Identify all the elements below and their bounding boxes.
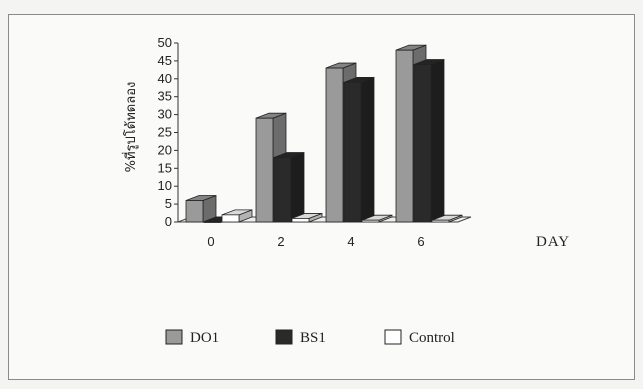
bar-do1-0	[185, 194, 217, 223]
bar-front	[431, 219, 450, 223]
x-tick-label: 0	[207, 234, 214, 249]
y-tick-label: 10	[158, 178, 172, 193]
legend-label: Control	[409, 330, 455, 346]
bar-bs1-4	[343, 76, 375, 223]
bar-front	[221, 214, 240, 223]
bar-front	[291, 218, 310, 223]
y-tick-label: 30	[158, 107, 172, 122]
y-tick-label: 35	[158, 89, 172, 104]
bar-control-2	[291, 212, 323, 223]
bar-front	[325, 67, 344, 223]
y-tick-label: 0	[165, 214, 172, 229]
x-tick-label: 2	[277, 234, 284, 249]
bar-side	[430, 58, 445, 223]
legend-item-bs1: BS1	[275, 329, 326, 346]
bar-front	[273, 157, 292, 223]
bar-front	[343, 81, 362, 223]
y-axis-label: %ที่รูปโด้ทดลอง	[122, 82, 139, 173]
x-axis: 0 2 4 6	[207, 234, 424, 249]
legend-item-do1: DO1	[165, 329, 219, 346]
y-tick-label: 25	[158, 125, 172, 140]
x-tick-label: 4	[347, 234, 354, 249]
bar-do1-2	[255, 112, 287, 223]
x-axis-label: DAY	[536, 234, 570, 250]
y-tick-label: 40	[158, 71, 172, 86]
y-tick-label: 15	[158, 160, 172, 175]
legend-label: DO1	[190, 330, 219, 346]
bar-side	[360, 76, 375, 223]
legend-label: BS1	[300, 330, 326, 346]
y-axis: 0 5 10 15 20 25 30 35 40 45 50	[158, 35, 179, 229]
legend-swatch	[165, 329, 183, 345]
bar-control-0	[221, 209, 253, 223]
bar-front	[395, 49, 414, 223]
y-tick-label: 5	[165, 196, 172, 211]
bar-bs1-2	[273, 151, 305, 223]
bar-control-4	[361, 214, 393, 223]
bar-bs1-6	[413, 58, 445, 223]
y-tick-label: 20	[158, 142, 172, 157]
y-tick-label: 45	[158, 53, 172, 68]
bar-control-6	[431, 214, 463, 223]
bar-front	[413, 64, 432, 223]
legend-item-control: Control	[384, 329, 455, 346]
bars	[185, 44, 463, 223]
x-tick-label: 6	[417, 234, 424, 249]
legend-swatch	[384, 329, 402, 345]
bar-front	[361, 219, 380, 223]
chart-frame	[8, 14, 635, 380]
legend-swatch	[275, 329, 293, 345]
y-tick-label: 50	[158, 35, 172, 50]
legend: DO1 BS1 Control	[165, 329, 455, 346]
bar-front	[203, 221, 222, 223]
bar-side	[290, 151, 305, 223]
bar-front	[255, 117, 274, 223]
bar-front	[185, 200, 204, 223]
